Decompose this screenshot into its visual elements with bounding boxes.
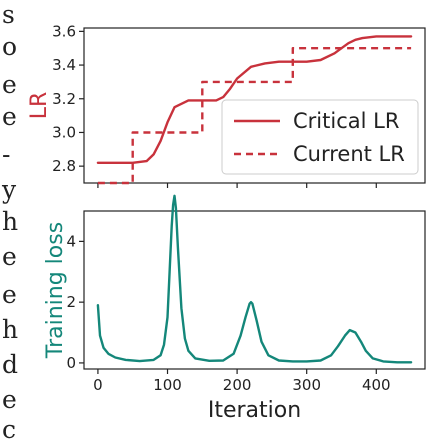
critical-lr-line (96, 35, 413, 165)
x-tick-label: 0 (93, 376, 103, 394)
legend: Critical LR Current LR (221, 99, 419, 175)
left-margin-glyph: e (2, 242, 17, 271)
left-margin-glyph: - (2, 140, 11, 169)
y-tick-label: 3.4 (52, 56, 76, 74)
left-margin-glyph: h (2, 207, 19, 236)
y-tick-label: 2.8 (52, 157, 76, 175)
y-tick-label: 0 (66, 354, 76, 372)
x-tick-label: 400 (362, 376, 391, 394)
lr-panel: 2.8 3.0 3.2 3.4 3.6 LR Critical LR Current LR (27, 22, 426, 188)
legend-label-current: Current LR (293, 142, 405, 166)
left-margin-glyph: s (2, 0, 15, 29)
y-tick-label: 3.0 (52, 123, 76, 141)
y-axis-label: Training loss (43, 222, 68, 359)
plot-frame (83, 27, 426, 184)
plot-frame (83, 210, 426, 370)
y-tick-label: 4 (66, 232, 76, 250)
left-margin-glyph: e (2, 70, 17, 99)
left-margin-glyph: y (2, 175, 17, 204)
y-tick-label: 2 (66, 293, 76, 311)
x-tick-label: 100 (153, 376, 182, 394)
loss-panel: 0 2 4 0 100 200 300 400 Training loss Iteration (43, 194, 426, 423)
y-tick-label: 3.6 (52, 22, 76, 40)
left-margin-glyph: h (2, 315, 19, 344)
left-margin-glyph: e (2, 102, 17, 131)
training-loss-line (96, 194, 413, 364)
left-margin-glyph: d (2, 350, 19, 379)
left-margin-glyph: e (2, 280, 17, 309)
x-tick-label: 200 (223, 376, 252, 394)
x-tick-label: 300 (292, 376, 321, 394)
y-tick-label: 3.2 (52, 90, 76, 108)
figure: 2.8 3.0 3.2 3.4 3.6 LR Critical LR Current LR 0… (27, 22, 426, 423)
left-margin-glyph: o (2, 32, 18, 61)
legend-box (221, 99, 419, 175)
left-margin-glyph: e (2, 385, 17, 414)
current-lr-line (97, 47, 412, 185)
legend-label-critical: Critical LR (293, 109, 399, 133)
x-axis-label: Iteration (208, 398, 301, 423)
y-axis-label: LR (27, 92, 52, 120)
